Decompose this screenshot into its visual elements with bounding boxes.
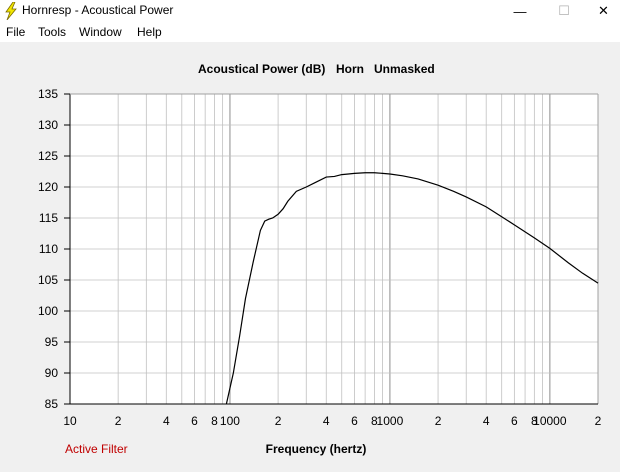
y-tick-label: 130 xyxy=(38,118,58,132)
menu-help[interactable]: Help xyxy=(137,25,162,39)
chart-title-masking: Unmasked xyxy=(374,62,435,76)
y-tick-label: 85 xyxy=(45,397,59,411)
x-tick-label: 10 xyxy=(63,414,77,428)
y-tick-label: 135 xyxy=(38,87,58,101)
close-icon: ✕ xyxy=(598,3,609,18)
y-tick-label: 95 xyxy=(45,335,59,349)
maximize-button[interactable]: ☐ xyxy=(541,0,587,22)
x-tick-label: 6 xyxy=(191,414,198,428)
lightning-bolt-icon xyxy=(5,2,17,20)
power-curve xyxy=(225,172,599,405)
close-button[interactable]: ✕ xyxy=(587,0,620,22)
y-tick-label: 110 xyxy=(39,242,58,256)
x-tick-label: 4 xyxy=(483,414,490,428)
chart-title-mode: Horn xyxy=(336,62,364,76)
x-tick-label: 4 xyxy=(163,414,170,428)
y-tick-label: 115 xyxy=(39,211,58,225)
x-tick-label: 4 xyxy=(323,414,330,428)
y-tick-label: 90 xyxy=(45,366,59,380)
x-tick-label: 100 xyxy=(220,414,240,428)
acoustical-power-chart: Acoustical Power (dB) Horn Unmasked 1351… xyxy=(38,62,602,456)
chart-title-quantity: Acoustical Power (dB) xyxy=(198,62,325,76)
window-title: Hornresp - Acoustical Power xyxy=(22,3,174,17)
y-tick-label: 120 xyxy=(38,180,58,194)
x-tick-label: 8 xyxy=(371,414,378,428)
grid-lines xyxy=(69,93,599,405)
y-tick-label: 105 xyxy=(38,273,58,287)
active-filter-button[interactable]: Active Filter xyxy=(65,442,128,456)
title-bar: Hornresp - Acoustical Power — ☐ ✕ xyxy=(0,0,620,22)
menu-bar: File Tools Window Help xyxy=(0,22,620,42)
x-tick-label: 2 xyxy=(115,414,122,428)
x-tick-label: 1000 xyxy=(377,414,404,428)
x-tick-label: 10000 xyxy=(533,414,567,428)
y-tick-label: 100 xyxy=(38,304,58,318)
x-tick-label: 6 xyxy=(511,414,518,428)
x-axis-label: Frequency (hertz) xyxy=(266,442,367,456)
x-tick-label: 6 xyxy=(351,414,358,428)
x-tick-label: 2 xyxy=(595,414,602,428)
maximize-icon: ☐ xyxy=(558,3,570,18)
x-tick-label: 8 xyxy=(531,414,538,428)
x-tick-label: 2 xyxy=(275,414,282,428)
minimize-icon: — xyxy=(513,3,527,19)
y-tick-label: 125 xyxy=(38,149,58,163)
minimize-button[interactable]: — xyxy=(497,0,543,22)
menu-file[interactable]: File xyxy=(6,25,26,39)
x-tick-label: 2 xyxy=(435,414,442,428)
y-axis-ticks: 135 130 125 120 115 110 105 100 95 90 85 xyxy=(38,87,70,411)
menu-tools[interactable]: Tools xyxy=(38,25,67,39)
x-tick-label: 8 xyxy=(211,414,218,428)
chart-area: Acoustical Power (dB) Horn Unmasked 135 1… xyxy=(0,42,620,472)
menu-window[interactable]: Window xyxy=(79,25,122,39)
